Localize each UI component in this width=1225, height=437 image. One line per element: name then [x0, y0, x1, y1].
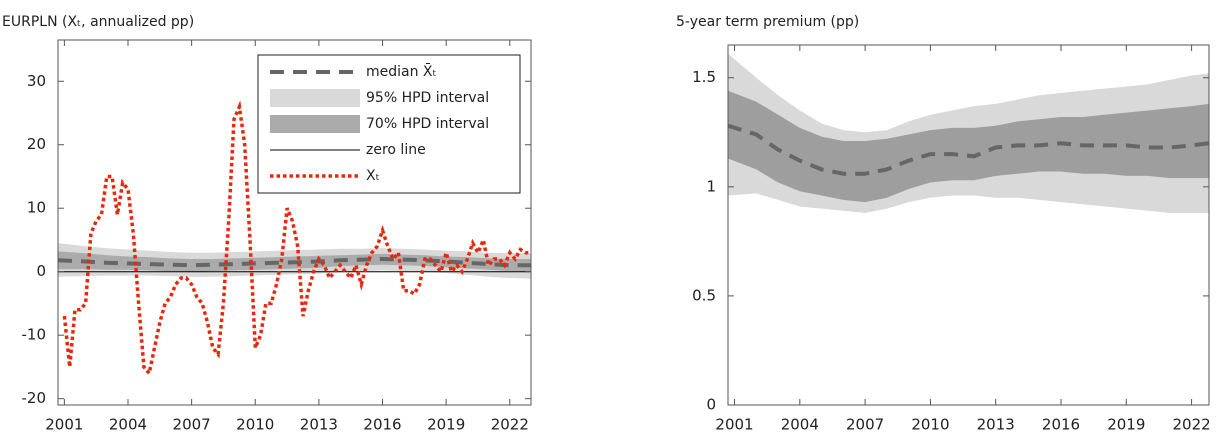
x-tick-label: 2022: [491, 416, 529, 434]
x-tick-label: 2010: [236, 416, 274, 434]
plot-frame: [727, 44, 1210, 406]
y-tick-label: 1.5: [692, 68, 716, 86]
hpd-band: [728, 90, 1209, 203]
plot-area: [57, 100, 531, 378]
median-line: [57, 256, 531, 268]
legend-swatch: [270, 89, 360, 107]
x-tick-label: 2007: [173, 416, 211, 434]
x-tick-label: 2004: [781, 416, 819, 434]
legend-label: median X̄ₜ: [366, 62, 437, 80]
x-tick-label: 2001: [45, 416, 83, 434]
x-tick-label: 2013: [300, 416, 338, 434]
legend-label: Xₜ: [366, 168, 380, 184]
legend-label: 95% HPD interval: [366, 90, 489, 106]
x-tick-label: 2016: [1042, 416, 1080, 434]
plot-frame: [57, 39, 532, 406]
y-tick-label: 0: [706, 396, 716, 414]
y-tick-label: 10: [27, 199, 46, 217]
legend-label: 70% HPD interval: [366, 116, 489, 132]
chart-title: 5-year term premium (pp): [676, 14, 859, 30]
legend-label: zero line: [366, 142, 426, 158]
x-tick-label: 2019: [1107, 416, 1145, 434]
y-tick-label: -20: [22, 389, 47, 407]
y-tick-label: 30: [27, 72, 46, 90]
y-tick-label: 0: [36, 262, 46, 280]
x-tick-label: 2019: [427, 416, 465, 434]
y-tick-label: 1: [706, 177, 716, 195]
legend: median X̄ₜ 95% HPD interval 70% HPD interv…: [257, 54, 521, 194]
chart-title: EURPLN (Xₜ, annualized pp): [2, 14, 194, 30]
y-tick-label: 20: [27, 135, 46, 153]
x-tick-label: 2013: [977, 416, 1015, 434]
x-tick-label: 2010: [911, 416, 949, 434]
median-line: [727, 123, 1210, 176]
y-tick-label: 0.5: [692, 286, 716, 304]
x-tick-label: 2016: [363, 416, 401, 434]
x-tick-label: 2001: [715, 416, 753, 434]
plot-area: [727, 53, 1210, 214]
y-tick-label: -10: [22, 326, 47, 344]
x-tick-label: 2007: [846, 416, 884, 434]
observed-line: [62, 100, 531, 378]
legend-swatch: [270, 115, 360, 133]
x-tick-label: 2004: [109, 416, 147, 434]
x-tick-label: 2022: [1172, 416, 1210, 434]
